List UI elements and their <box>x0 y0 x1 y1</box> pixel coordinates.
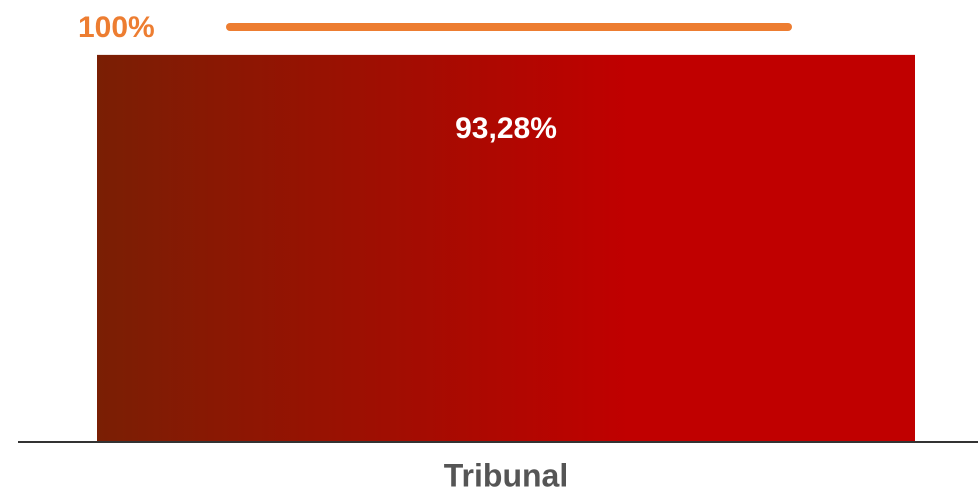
reference-label: 100% <box>78 11 155 44</box>
value-label: 93,28% <box>455 112 557 145</box>
x-tick-label: Tribunal <box>444 457 568 493</box>
bar <box>97 54 915 442</box>
